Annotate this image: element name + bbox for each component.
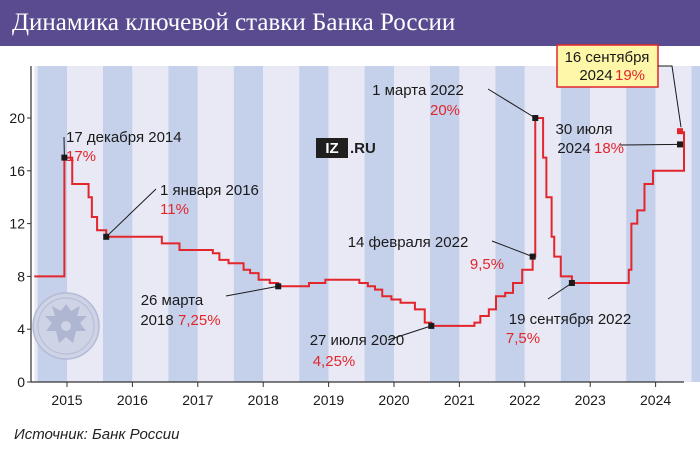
marker-jul-2020	[428, 322, 435, 329]
x-tick-label-2024: 2024	[640, 392, 671, 408]
source-note: Источник: Банк России	[14, 426, 180, 443]
annotation-date: 19 сентября 2022	[509, 311, 631, 328]
annotation-jul-2020: 27 июля 2020 4,25%	[310, 322, 435, 370]
annotation-value: 20%	[430, 102, 460, 119]
x-tick-label-2021: 2021	[444, 392, 475, 408]
marker-mar-2018	[275, 283, 282, 290]
y-tick-label-0: 0	[17, 374, 25, 390]
year-band-5	[168, 66, 198, 382]
annotation-date: 1 марта 2022	[372, 82, 464, 99]
leader-line	[547, 282, 573, 300]
year-band-12	[394, 66, 430, 382]
marker-sep-2022	[568, 280, 575, 286]
annotation-sep-2022: 19 сентября 2022 7,5%	[506, 280, 631, 347]
chart: 0 4 8 12 16 20 2015 2016 2017 2018 2019 2020 2021 202…	[9, 44, 700, 408]
leader-line	[225, 285, 279, 297]
annotation-date-tail: 2018	[140, 312, 173, 329]
annotation-dec-2014: 17 декабря 2014 17%	[61, 129, 182, 165]
annotation-date: 26 марта	[141, 292, 204, 309]
x-tick-label-2022: 2022	[509, 392, 540, 408]
annotation-date-tail: 2024	[557, 140, 590, 157]
x-tick-label-2015: 2015	[51, 392, 82, 408]
annotation-date: 27 июля 2020	[310, 332, 405, 349]
annotation-date-tail: 2024	[579, 67, 612, 84]
izru-logo-letters: IZ	[325, 140, 338, 157]
marker-sep-2024	[677, 128, 683, 135]
annotation-date: 1 января 2016	[160, 182, 259, 199]
x-tick-label-2017: 2017	[182, 392, 213, 408]
y-tick-label-8: 8	[17, 268, 25, 284]
year-band-3	[102, 66, 133, 382]
y-tick-label-20: 20	[9, 110, 25, 126]
annotation-value: 9,5%	[470, 256, 504, 273]
y-tick-label-16: 16	[9, 163, 25, 179]
leader-line	[487, 88, 536, 119]
annotation-value: 19%	[615, 67, 645, 84]
y-tick-label-12: 12	[9, 216, 25, 232]
leader-line	[387, 325, 432, 341]
chart-title: Динамика ключевой ставки Банка России	[12, 9, 456, 36]
header-bar: Динамика ключевой ставки Банка России	[0, 0, 700, 46]
year-band-10	[328, 66, 365, 382]
annotation-date: 17 декабря 2014	[66, 129, 182, 146]
x-tick-label-2023: 2023	[575, 392, 606, 408]
x-tick-label-2018: 2018	[248, 392, 279, 408]
year-band-9	[299, 66, 329, 382]
annotation-jul-2024: 30 июля 2024 18%	[555, 121, 683, 157]
leader-line	[491, 240, 533, 258]
year-band-13	[429, 66, 460, 382]
leader-line	[105, 188, 157, 238]
marker-jul-2024	[677, 141, 683, 148]
annotation-mar-2022: 1 марта 2022 20%	[372, 82, 539, 121]
x-tick-label-2016: 2016	[117, 392, 148, 408]
izru-logo-box	[316, 138, 348, 158]
izru-logo-suffix: .RU	[350, 140, 376, 157]
marker-jan-2016	[103, 233, 110, 240]
marker-feb-2022	[529, 253, 536, 260]
annotation-jan-2016: 1 января 2016 11%	[103, 182, 259, 240]
rate-line-layer	[34, 117, 685, 327]
axes: 0 4 8 12 16 20 2015 2016 2017 2018 2019 2020 2021 202…	[9, 66, 684, 408]
leader-line	[658, 65, 682, 128]
rate-line	[34, 117, 685, 327]
year-band-8	[263, 66, 300, 382]
annotation-value: 18%	[594, 140, 624, 157]
year-band-6	[197, 66, 234, 382]
year-band-17	[560, 66, 591, 382]
annotation-value: 17%	[66, 148, 96, 165]
x-tick-label-2020: 2020	[378, 392, 409, 408]
year-band-15	[495, 66, 525, 382]
marker-mar-2022	[532, 115, 539, 121]
annotation-date: 14 февраля 2022	[348, 234, 469, 251]
year-band-18	[590, 66, 627, 382]
marker-dec-2014	[61, 154, 68, 161]
x-tick-label-2019: 2019	[313, 392, 344, 408]
annotation-value: 7,25%	[178, 312, 221, 329]
year-band-4	[132, 66, 169, 382]
annotation-value: 11%	[160, 201, 189, 218]
leader-line	[619, 143, 681, 146]
year-band-20	[655, 66, 692, 382]
year-band-7	[233, 66, 264, 382]
y-tick-label-4: 4	[17, 321, 25, 337]
year-band-14	[459, 66, 496, 382]
year-band-11	[364, 66, 394, 382]
annotation-mar-2018: 26 марта 2018 7,25%	[140, 283, 282, 329]
annotation-date: 16 сентября	[565, 49, 650, 66]
year-band-21	[691, 66, 700, 382]
izru-logo: IZ .RU	[316, 138, 376, 158]
annotations: 17 декабря 2014 17% 1 января 2016 11% 26 мар…	[61, 44, 683, 370]
annotation-value: 7,5%	[506, 330, 540, 347]
year-band-0	[34, 66, 38, 382]
annotation-date: 30 июля	[555, 121, 612, 138]
annotation-value: 4,25%	[313, 353, 356, 370]
bank-of-russia-emblem-icon	[32, 292, 100, 360]
